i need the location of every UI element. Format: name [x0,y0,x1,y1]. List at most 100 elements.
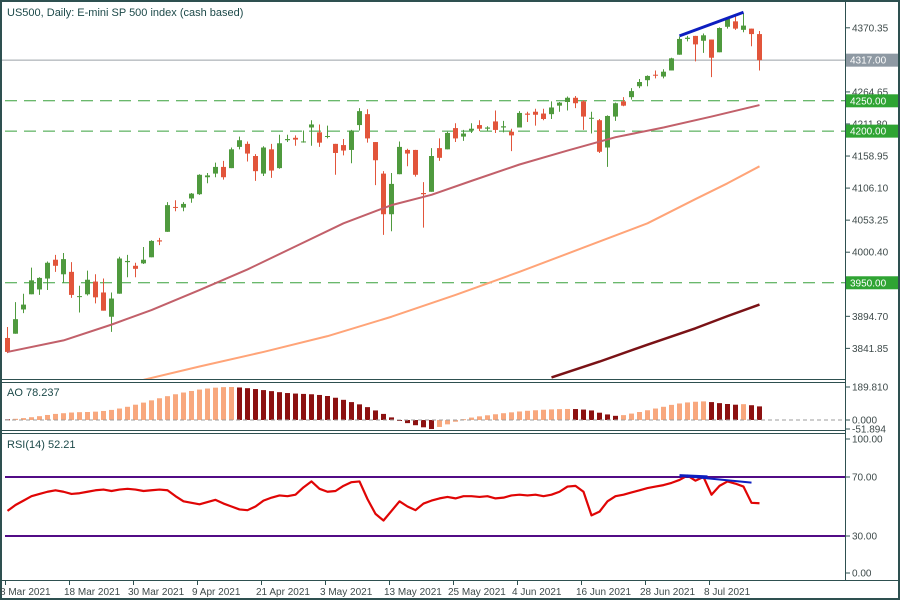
candle [397,141,402,175]
ao-bar [509,412,514,420]
candle [21,293,26,314]
candle [533,108,538,126]
ao-bar [653,408,658,420]
ao-bar [501,413,506,420]
candle [357,108,362,131]
ao-bar [525,410,530,420]
price-tick-label: 4106.10 [852,184,889,195]
candle [557,102,562,112]
ao-bar [245,388,250,420]
candle [237,136,242,150]
price-tick-label: 4370.35 [852,23,889,34]
ao-bar [741,404,746,420]
candle [725,18,730,29]
candle [405,148,410,167]
ao-bar [517,411,522,420]
candle [509,128,514,152]
ao-bar [317,394,322,420]
ao-bar [149,400,154,420]
ao-bar [605,414,610,420]
ao-bar [133,404,138,420]
candle [373,142,378,186]
rsi-tick-label: 0.00 [852,569,872,580]
candle [629,88,634,100]
candle [709,39,714,78]
candle [197,174,202,195]
candle [133,262,138,278]
candle [469,123,474,133]
rsi-line[interactable] [6,474,760,522]
candle [621,97,626,107]
ao-bar [661,406,666,420]
ao-bar [757,406,762,420]
ao-bar [701,401,706,420]
ao-bar [21,418,26,420]
candle [645,75,650,87]
ao-bar [429,420,434,430]
candle [757,31,762,71]
ao-bar [181,392,186,420]
ao-bar [13,418,18,420]
candle [253,154,258,181]
ao-bar [173,394,178,420]
candle [53,254,58,272]
candle [541,108,546,121]
candle [341,139,346,156]
ao-bar [749,405,754,420]
ao-bar [269,391,274,420]
ao-bar [541,409,546,420]
candle [117,256,122,294]
ao-bar [645,410,650,420]
ma-50-line[interactable] [7,104,760,353]
ao-bar [69,412,74,420]
candle [269,143,274,178]
candle [421,182,426,228]
ao-indicator-label: AO 78.237 [7,387,60,399]
time-tick-label: 8 Mar 2021 [0,587,51,598]
ao-bar [221,387,226,420]
candle [413,149,418,177]
ao-bar [213,387,218,420]
candle [13,302,18,334]
candle [141,246,146,264]
ao-bar [125,406,130,420]
time-tick-label: 18 Mar 2021 [64,587,121,598]
ao-bar [669,404,674,420]
ao-bar [325,396,330,420]
ao-bar [381,413,386,420]
main-price-panel[interactable] [2,10,845,380]
time-tick-label: 4 Jun 2021 [512,587,562,598]
candle [613,102,618,121]
candle [245,141,250,162]
ao-bar [301,393,306,420]
ao-bar [237,387,242,420]
candle [149,240,154,258]
candle [205,172,210,184]
price-trendline[interactable] [678,10,745,38]
candle [325,125,330,139]
time-tick-label: 21 Apr 2021 [256,587,310,598]
candle [5,327,10,354]
candle [317,124,322,147]
ma-100-line[interactable] [143,165,760,380]
current-price-box-label: 4317.00 [850,56,887,67]
rsi-trendline[interactable] [687,475,752,484]
ao-bar [613,415,618,420]
ao-bar [565,408,570,420]
rsi-panel[interactable] [5,474,845,537]
ao-bar [717,403,722,420]
candle [565,96,570,111]
ao-bar [253,389,258,420]
ao-bar [549,409,554,420]
ao-panel[interactable] [5,386,868,430]
candle [381,171,386,235]
candle [189,193,194,203]
ao-bar [581,409,586,420]
ao-bar [197,389,202,420]
level-price-box [846,124,898,138]
ao-bar [629,413,634,420]
ma-200-line[interactable] [551,303,760,379]
ao-bar [709,402,714,420]
